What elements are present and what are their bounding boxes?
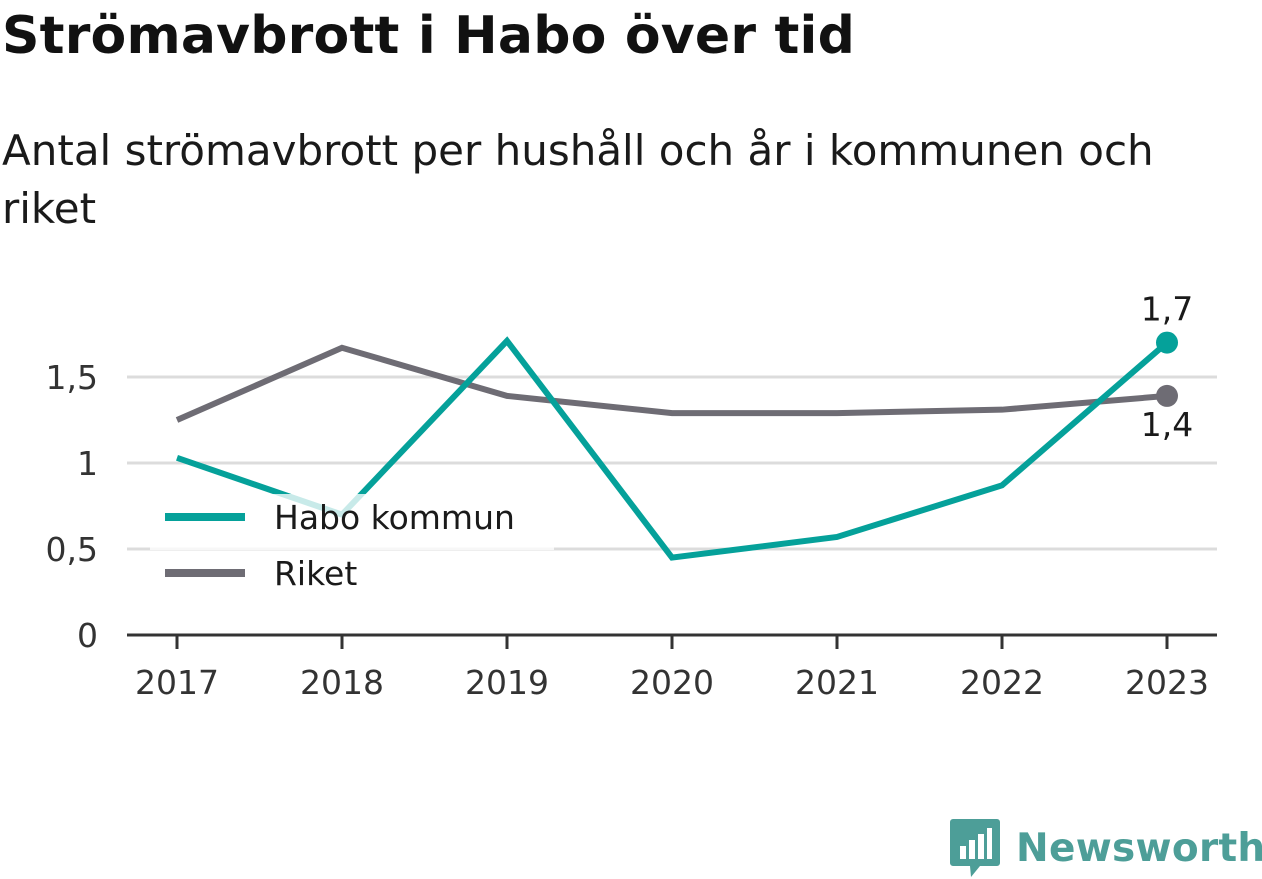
legend-background (150, 494, 554, 550)
brand-logo: Newsworthy (950, 818, 1262, 878)
bar-chart-icon (950, 819, 1000, 877)
line-chart: 0 0,5 1 1,5 2017 2018 2019 2020 2021 2022 2023 Ha… (46, 290, 1217, 702)
x-tick-label: 2020 (630, 663, 714, 702)
series-line-riket (175, 344, 1168, 423)
y-tick-label: 0 (77, 616, 98, 655)
end-point-habo-kommun (1156, 331, 1178, 354)
x-axis-tick-labels: 2017 2018 2019 2020 2021 2022 2023 (135, 663, 1209, 702)
x-axis (127, 633, 1217, 649)
x-tick-label: 2017 (135, 663, 219, 702)
y-tick-label: 0,5 (46, 530, 98, 569)
x-tick-label: 2022 (960, 663, 1044, 702)
end-label-riket: 1,4 (1141, 405, 1193, 444)
chart-title: Strömavbrott i Habo över tid (2, 6, 855, 66)
x-tick-label: 2023 (1125, 663, 1209, 702)
brand-name: Newsworthy (1016, 825, 1262, 871)
end-markers: 1,7 1,4 (1141, 290, 1193, 444)
x-tick-label: 2019 (465, 663, 549, 702)
legend-label-habo-kommun: Habo kommun (274, 498, 515, 537)
y-tick-label: 1 (77, 444, 98, 483)
y-axis-tick-labels: 0 0,5 1 1,5 (46, 358, 98, 655)
legend: Habo kommun Riket (150, 494, 554, 593)
end-label-habo-kommun: 1,7 (1141, 290, 1193, 329)
chart-subtitle: Antal strömavbrott per hushåll och år i … (2, 126, 1154, 233)
legend-label-riket: Riket (274, 554, 357, 593)
y-tick-label: 1,5 (46, 358, 98, 397)
x-tick-label: 2021 (795, 663, 879, 702)
x-tick-label: 2018 (300, 663, 384, 702)
end-point-riket (1156, 384, 1178, 407)
